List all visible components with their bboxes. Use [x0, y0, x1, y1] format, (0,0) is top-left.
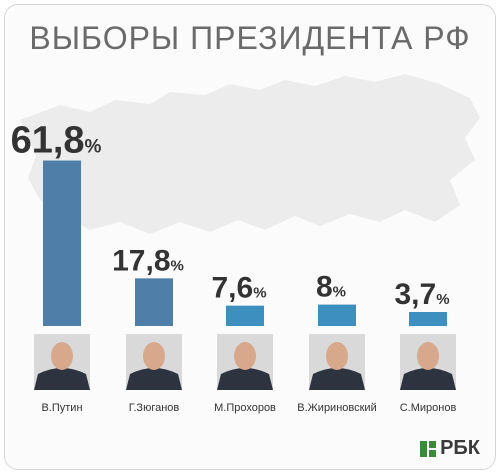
category-label-5: С.Миронов: [400, 402, 457, 414]
data-label-2: 17,8%: [112, 244, 184, 277]
category-label-3: М.Прохоров: [214, 402, 276, 414]
data-label-3: 7,6%: [211, 272, 266, 305]
candidate-portrait-4: [309, 334, 365, 390]
data-label-1: 61,8%: [11, 120, 102, 162]
data-label-4: 8%: [316, 271, 346, 304]
candidate-portrait-2: [126, 334, 182, 390]
russia-map-silhouette: [20, 74, 480, 234]
rbc-logo: РБК: [420, 437, 480, 460]
data-label-5: 3,7%: [394, 278, 449, 311]
bar-5: [409, 312, 447, 326]
bar-1: [43, 160, 81, 326]
bar-3: [226, 305, 264, 326]
rbc-logo-text: РБК: [440, 437, 480, 459]
bar-4: [318, 304, 356, 326]
category-label-2: Г.Зюганов: [129, 402, 180, 414]
category-label-1: В.Путин: [41, 402, 82, 414]
candidate-portrait-3: [217, 334, 273, 390]
candidate-portrait-5: [400, 334, 456, 390]
bar-2: [135, 278, 173, 326]
rbc-logo-icon: [420, 440, 437, 457]
candidate-portrait-1: [34, 334, 90, 390]
chart-title: ВЫБОРЫ ПРЕЗИДЕНТА РФ: [29, 20, 471, 56]
category-label-4: В.Жириновский: [297, 402, 376, 414]
